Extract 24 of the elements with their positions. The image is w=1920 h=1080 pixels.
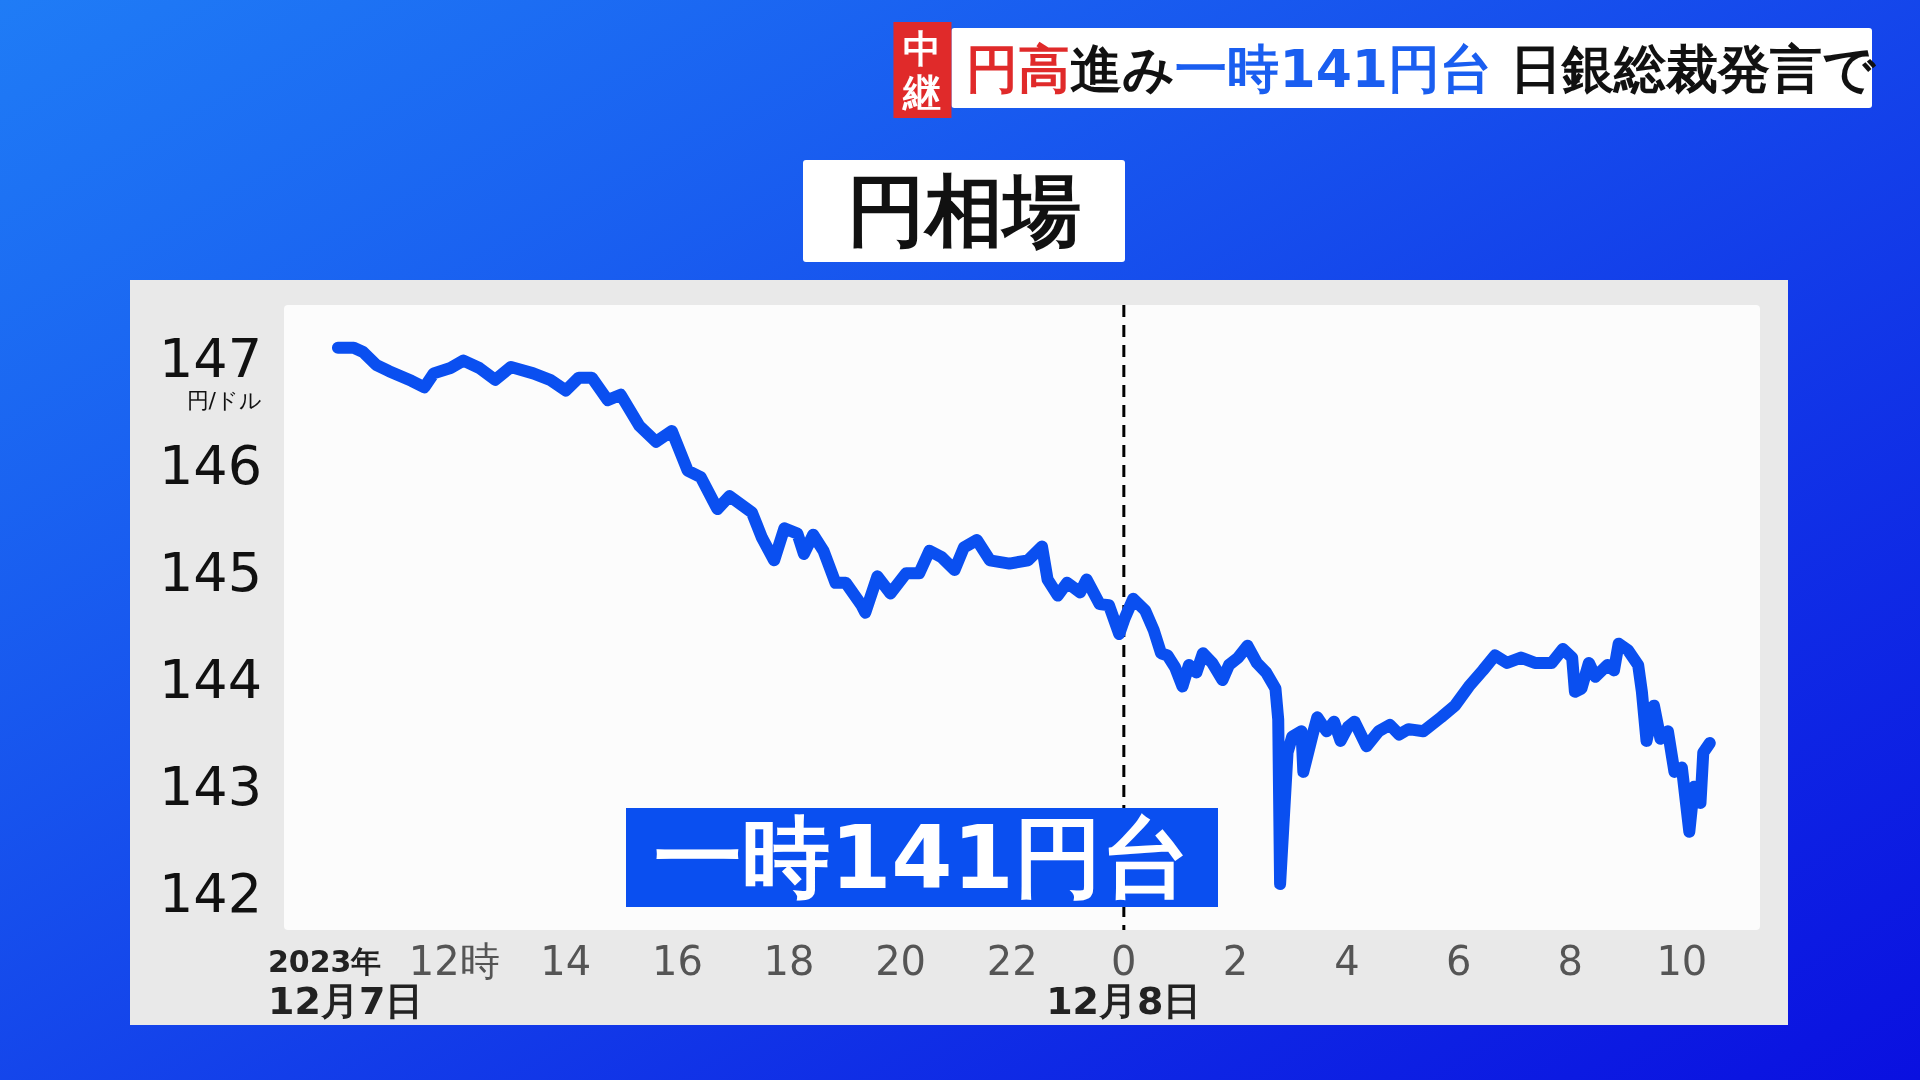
y-tick-label: 146 <box>158 434 262 498</box>
x-tick-label: 2 <box>1222 938 1249 984</box>
x-tick-label: 6 <box>1445 938 1472 984</box>
y-tick-label: 147 <box>158 327 262 391</box>
chart-title: 円相場 <box>847 166 1081 256</box>
y-tick-label: 143 <box>158 754 262 818</box>
x-tick-label: 4 <box>1334 938 1360 984</box>
x-tick-label: 10 <box>1656 938 1708 984</box>
text: 円高 <box>966 39 1071 99</box>
y-tick-label: 144 <box>158 647 262 711</box>
x-tick-label: 14 <box>540 938 592 984</box>
x-tick-label: 8 <box>1557 938 1583 984</box>
text: 2023年 <box>268 944 382 979</box>
text: 一時141円台 <box>1175 39 1492 99</box>
y-tick-label: 142 <box>158 861 262 925</box>
text: 中継 <box>902 27 942 115</box>
x-tick-label: 18 <box>763 938 815 984</box>
x-tick-label: 16 <box>651 938 703 984</box>
x-tick-label: 20 <box>875 938 927 984</box>
y-tick-label: 145 <box>158 541 262 605</box>
y-axis-title: 円/ドル <box>186 388 262 414</box>
annotation: 一時141円台 <box>654 806 1190 909</box>
text: 進み <box>1070 39 1176 99</box>
x-tick-label: 22 <box>986 938 1038 984</box>
